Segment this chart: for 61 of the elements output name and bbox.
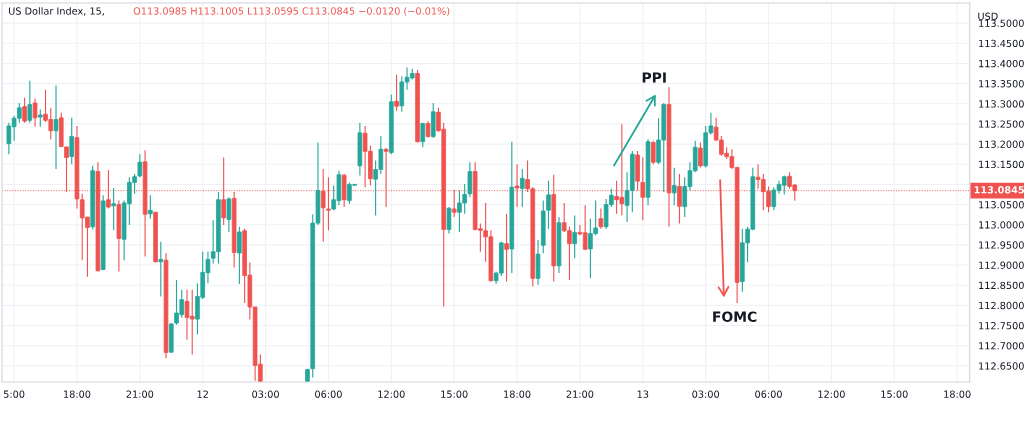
- candlestick: [237, 226, 242, 285]
- candlestick: [27, 80, 33, 124]
- candlestick: [598, 208, 604, 230]
- candlestick: [32, 97, 38, 128]
- candlestick: [69, 117, 75, 165]
- y-axis-title: USD: [978, 12, 998, 20]
- y-tick-label: 113.5000: [979, 19, 1024, 27]
- candlestick: [467, 161, 473, 198]
- chart-subtitle: O113.0985 H113.1005 L113.0595 C113.0845 −0.0120 (−0.01%): [133, 7, 450, 16]
- x-tick-label: 21:00: [126, 390, 154, 398]
- candlestick: [572, 214, 577, 259]
- candlestick: [698, 141, 703, 169]
- y-tick-label: 113.0500: [979, 201, 1024, 209]
- y-tick-label: 113.4000: [979, 59, 1024, 68]
- y-tick-label: 113.3000: [979, 100, 1024, 108]
- y-tick-label: 112.7500: [979, 322, 1024, 330]
- candlestick: [420, 122, 426, 148]
- annotation: FOMC: [713, 311, 757, 322]
- x-tick-label: 03:00: [692, 390, 720, 398]
- y-tick-label: 112.9000: [979, 261, 1024, 269]
- x-tick-label: 18:00: [944, 390, 971, 398]
- candlestick: [650, 140, 656, 165]
- y-tick-label: 112.8000: [979, 301, 1024, 310]
- y-tick-label: 113.2500: [979, 120, 1024, 128]
- x-tick-label: 15:00: [881, 390, 908, 398]
- candlestick: [504, 213, 509, 283]
- y-tick-label: 112.8500: [979, 281, 1024, 290]
- x-tick-label: 5:00: [3, 390, 25, 398]
- candlestick: [519, 168, 525, 208]
- candlestick: [158, 241, 164, 298]
- x-tick-label: 18:00: [504, 390, 531, 398]
- y-tick-label: 112.6500: [979, 362, 1024, 370]
- y-tick-label: 113.1500: [979, 160, 1024, 169]
- x-tick-label: 06:00: [755, 390, 782, 398]
- y-tick-label: 113.0000: [979, 221, 1024, 229]
- y-tick-label: 112.9500: [979, 241, 1024, 249]
- x-tick-label: 12:00: [818, 390, 845, 398]
- x-tick-label: 15:00: [441, 390, 468, 398]
- ref-line-label: 113.0845: [974, 186, 1024, 194]
- candlestick: [394, 74, 399, 112]
- y-tick-label: 113.4500: [979, 39, 1024, 48]
- candlestick: [671, 167, 677, 206]
- candlestick: [22, 97, 27, 124]
- x-tick-label: 12:00: [378, 390, 405, 398]
- candlestick: [111, 187, 116, 231]
- candlestick: [148, 194, 153, 220]
- y-tick-label: 113.2000: [979, 140, 1024, 148]
- x-tick-label: 06:00: [315, 390, 342, 398]
- annotation: PPI: [642, 72, 666, 83]
- candlestick: [53, 85, 59, 170]
- y-tick-label: 113.3500: [979, 80, 1024, 88]
- x-tick-label: 13: [637, 390, 649, 398]
- y-tick-label: 112.7000: [979, 342, 1024, 350]
- chart-title: US Dollar Index, 15,: [9, 7, 104, 16]
- candlestick: [226, 196, 232, 233]
- x-tick-label: 21:00: [566, 390, 594, 398]
- x-tick-label: 12: [197, 390, 208, 398]
- candlestick: [677, 173, 682, 225]
- x-tick-label: 18:00: [64, 390, 91, 398]
- candlestick: [446, 206, 452, 235]
- x-tick-label: 03:00: [252, 390, 279, 398]
